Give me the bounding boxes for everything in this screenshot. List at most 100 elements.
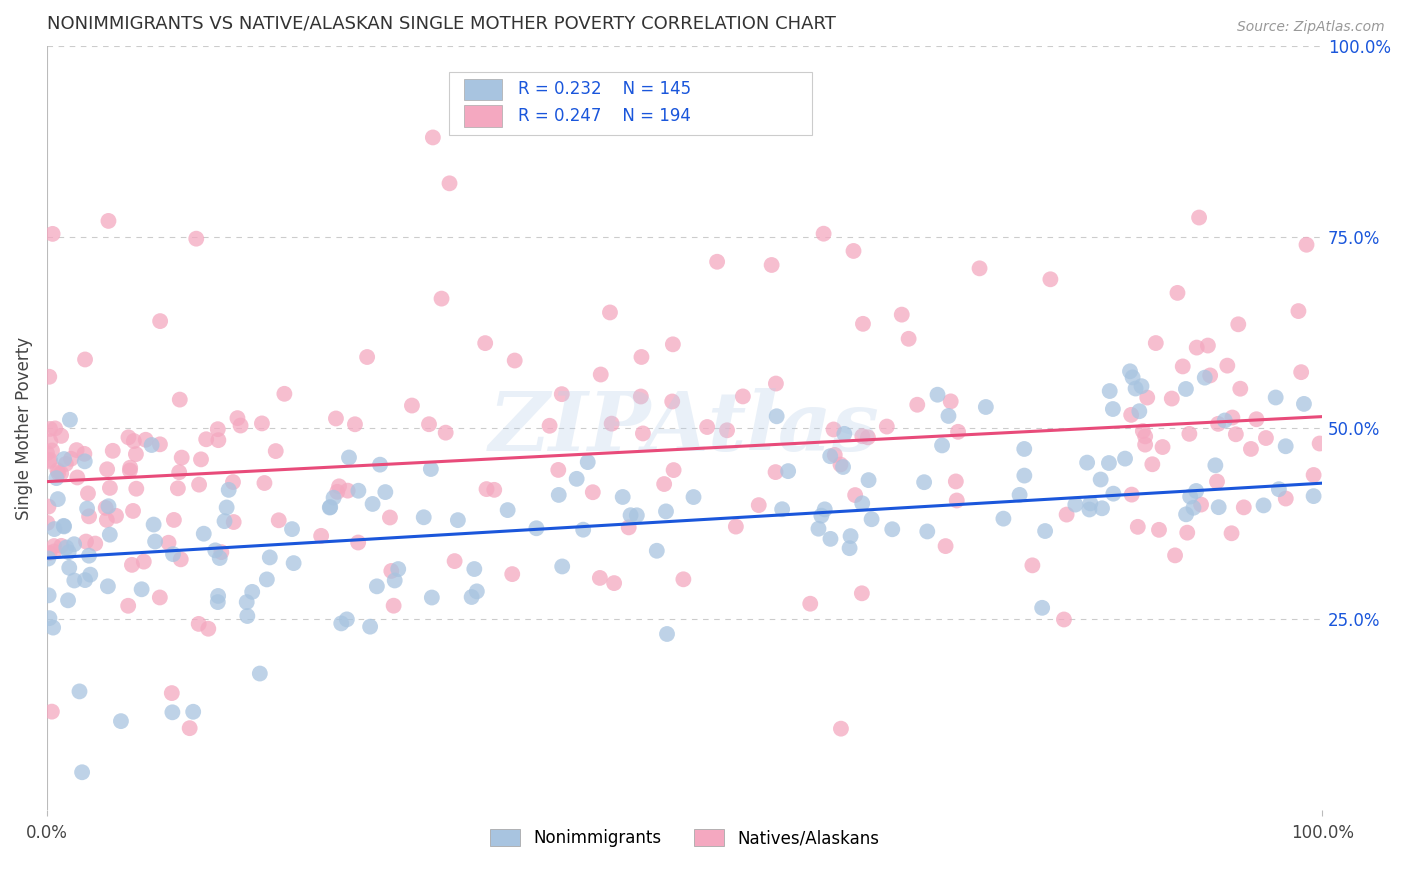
Text: ZIPAtlas: ZIPAtlas	[489, 388, 880, 468]
Point	[132, 555, 155, 569]
Point	[1039, 272, 1062, 286]
Point	[160, 686, 183, 700]
Point	[1144, 336, 1167, 351]
Point	[1160, 392, 1182, 406]
Point	[1302, 467, 1324, 482]
Point	[1185, 341, 1208, 355]
Point	[250, 417, 273, 431]
Point	[207, 433, 229, 447]
Point	[617, 520, 640, 534]
Point	[630, 390, 652, 404]
Point	[599, 305, 621, 319]
Point	[1012, 442, 1035, 456]
Point	[52, 519, 75, 533]
Point	[253, 475, 276, 490]
Point	[141, 438, 163, 452]
Point	[1246, 412, 1268, 426]
Point	[572, 523, 595, 537]
Point	[1199, 368, 1222, 383]
Point	[1175, 508, 1198, 522]
Point	[38, 588, 60, 602]
Point	[157, 535, 180, 549]
Point	[778, 464, 800, 478]
Point	[832, 460, 855, 475]
Point	[41, 443, 63, 458]
Point	[325, 411, 347, 425]
Point	[830, 458, 852, 472]
Point	[195, 432, 218, 446]
Point	[322, 491, 344, 505]
Bar	[464, 78, 502, 100]
Point	[368, 458, 391, 472]
Point	[45, 471, 67, 485]
Point	[830, 722, 852, 736]
Point	[565, 472, 588, 486]
Point	[105, 508, 128, 523]
Point	[1174, 382, 1197, 396]
Point	[526, 521, 548, 535]
Point	[589, 571, 612, 585]
Point	[662, 463, 685, 477]
Point	[98, 527, 121, 541]
Point	[60, 451, 83, 466]
Point	[149, 314, 172, 328]
Point	[38, 369, 60, 384]
Point	[890, 308, 912, 322]
Point	[70, 765, 93, 780]
Text: Source: ZipAtlas.com: Source: ZipAtlas.com	[1237, 20, 1385, 34]
Point	[1053, 612, 1076, 626]
Point	[73, 447, 96, 461]
Text: R = 0.247    N = 194: R = 0.247 N = 194	[517, 107, 690, 125]
Point	[661, 394, 683, 409]
Point	[179, 721, 201, 735]
Point	[851, 429, 873, 443]
Point	[374, 485, 396, 500]
Point	[582, 485, 605, 500]
Point	[39, 453, 62, 467]
Point	[42, 539, 65, 553]
Point	[842, 244, 865, 258]
Point	[142, 517, 165, 532]
Point	[190, 452, 212, 467]
Point	[76, 501, 98, 516]
Point	[281, 522, 304, 536]
Point	[1175, 525, 1198, 540]
Point	[125, 447, 148, 461]
Point	[44, 421, 66, 435]
Point	[84, 536, 107, 550]
Point	[1147, 523, 1170, 537]
Legend: Nonimmigrants, Natives/Alaskans: Nonimmigrants, Natives/Alaskans	[481, 821, 889, 855]
Point	[839, 529, 862, 543]
Point	[422, 130, 444, 145]
Point	[73, 352, 96, 367]
Point	[475, 482, 498, 496]
Point	[905, 398, 928, 412]
Point	[652, 477, 675, 491]
Point	[576, 455, 599, 469]
Point	[447, 513, 470, 527]
Point	[46, 466, 69, 480]
Point	[39, 422, 62, 436]
Point	[110, 714, 132, 728]
Point	[319, 500, 342, 514]
Point	[939, 394, 962, 409]
Point	[1292, 397, 1315, 411]
Point	[37, 551, 59, 566]
Point	[117, 430, 139, 444]
Point	[1253, 499, 1275, 513]
Point	[460, 590, 482, 604]
Point	[807, 522, 830, 536]
Point	[682, 490, 704, 504]
Point	[55, 457, 77, 471]
Point	[856, 430, 879, 444]
Point	[748, 498, 770, 512]
Point	[207, 589, 229, 603]
Point	[1076, 456, 1098, 470]
Point	[945, 475, 967, 489]
Point	[1114, 451, 1136, 466]
Point	[838, 541, 860, 556]
Point	[1121, 408, 1143, 422]
Point	[359, 620, 381, 634]
Point	[51, 429, 73, 443]
Point	[218, 483, 240, 497]
